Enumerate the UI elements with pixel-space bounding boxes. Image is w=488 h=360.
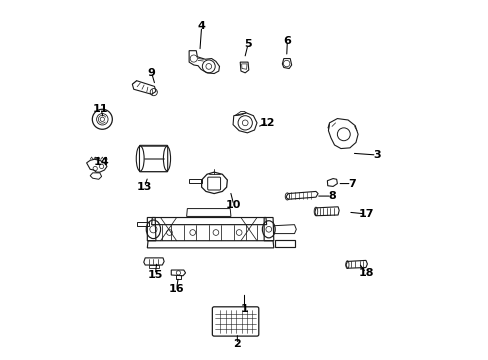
Text: 12: 12 xyxy=(260,118,275,128)
Text: 4: 4 xyxy=(197,21,205,31)
Text: 7: 7 xyxy=(347,179,355,189)
Text: 17: 17 xyxy=(358,209,373,219)
Text: 11: 11 xyxy=(93,104,108,113)
Text: 15: 15 xyxy=(147,270,163,280)
Text: 14: 14 xyxy=(94,157,109,167)
Text: 16: 16 xyxy=(168,284,184,294)
Text: 13: 13 xyxy=(137,182,152,192)
Text: 3: 3 xyxy=(372,150,380,160)
Text: 10: 10 xyxy=(225,200,241,210)
Text: 18: 18 xyxy=(358,268,373,278)
Text: 9: 9 xyxy=(147,68,155,78)
Text: 8: 8 xyxy=(327,191,335,201)
Text: 1: 1 xyxy=(240,303,248,314)
Text: 5: 5 xyxy=(244,39,251,49)
Text: 6: 6 xyxy=(283,36,291,46)
Text: 2: 2 xyxy=(233,339,241,349)
